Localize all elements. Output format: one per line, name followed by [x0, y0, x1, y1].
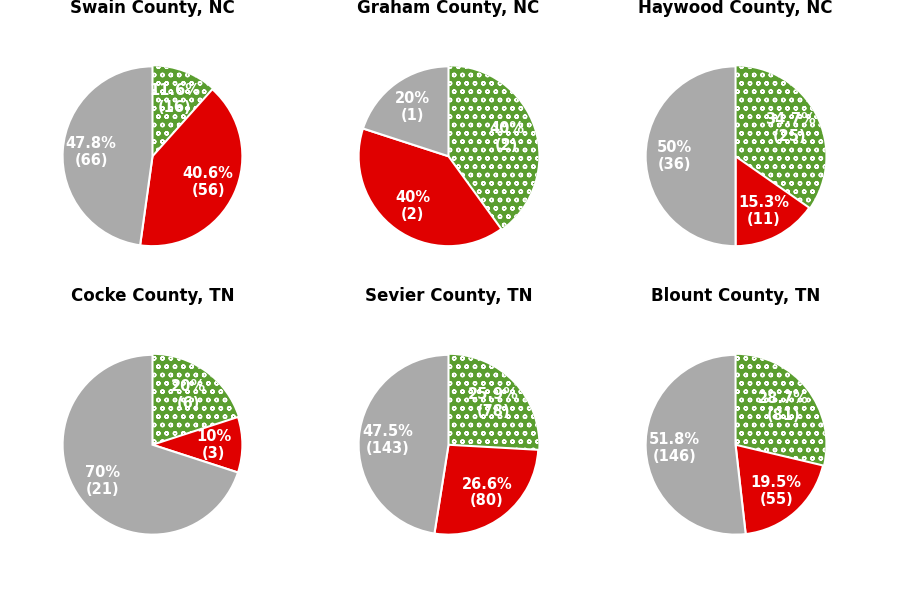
Text: 15.3%
(11): 15.3% (11)	[738, 195, 789, 227]
Wedge shape	[152, 355, 238, 445]
Text: 26.6%
(80): 26.6% (80)	[462, 477, 512, 508]
Text: 10%
(3): 10% (3)	[196, 429, 231, 460]
Wedge shape	[448, 355, 538, 450]
Wedge shape	[140, 89, 242, 246]
Wedge shape	[736, 156, 809, 246]
Title: Sevier County, TN: Sevier County, TN	[365, 287, 532, 305]
Wedge shape	[359, 355, 448, 534]
Text: 19.5%
(55): 19.5% (55)	[751, 475, 802, 507]
Title: Swain County, NC: Swain County, NC	[70, 0, 235, 17]
Text: 51.8%
(146): 51.8% (146)	[649, 432, 700, 464]
Text: 70%
(21): 70% (21)	[85, 465, 120, 496]
Text: 25.9%
(78): 25.9% (78)	[467, 386, 518, 418]
Wedge shape	[434, 445, 538, 535]
Title: Graham County, NC: Graham County, NC	[357, 0, 540, 17]
Wedge shape	[63, 355, 238, 535]
Text: 50%
(36): 50% (36)	[657, 141, 692, 172]
Title: Haywood County, NC: Haywood County, NC	[639, 0, 832, 17]
Text: 34.7%
(25): 34.7% (25)	[764, 112, 815, 144]
Text: 40%
(2): 40% (2)	[489, 121, 525, 153]
Text: 28.7%
(81): 28.7% (81)	[758, 391, 809, 423]
Wedge shape	[646, 66, 736, 246]
Text: 47.5%
(143): 47.5% (143)	[361, 424, 413, 456]
Text: 20%
(6): 20% (6)	[171, 379, 206, 411]
Text: 40.6%
(56): 40.6% (56)	[183, 166, 233, 198]
Text: 20%
(1): 20% (1)	[395, 91, 430, 123]
Wedge shape	[736, 355, 825, 465]
Wedge shape	[646, 355, 745, 535]
Wedge shape	[152, 417, 242, 472]
Text: 40%
(2): 40% (2)	[395, 190, 430, 222]
Wedge shape	[448, 66, 538, 229]
Wedge shape	[152, 66, 213, 156]
Title: Blount County, TN: Blount County, TN	[651, 287, 820, 305]
Wedge shape	[363, 66, 448, 156]
Text: 11.6%
(16): 11.6% (16)	[149, 83, 200, 115]
Wedge shape	[736, 66, 825, 208]
Wedge shape	[359, 129, 501, 246]
Text: 47.8%
(66): 47.8% (66)	[65, 136, 117, 168]
Wedge shape	[63, 66, 152, 245]
Wedge shape	[736, 445, 823, 534]
Title: Cocke County, TN: Cocke County, TN	[71, 287, 234, 305]
